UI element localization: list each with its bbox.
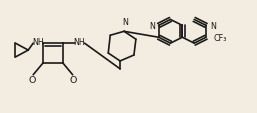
Text: CF₃: CF₃: [214, 33, 227, 42]
Text: N: N: [122, 18, 128, 27]
Text: NH: NH: [32, 37, 44, 46]
Text: N: N: [149, 22, 155, 31]
Text: NH: NH: [74, 37, 86, 46]
Text: O: O: [29, 75, 36, 84]
Text: N: N: [210, 22, 216, 31]
Text: O: O: [70, 75, 77, 84]
